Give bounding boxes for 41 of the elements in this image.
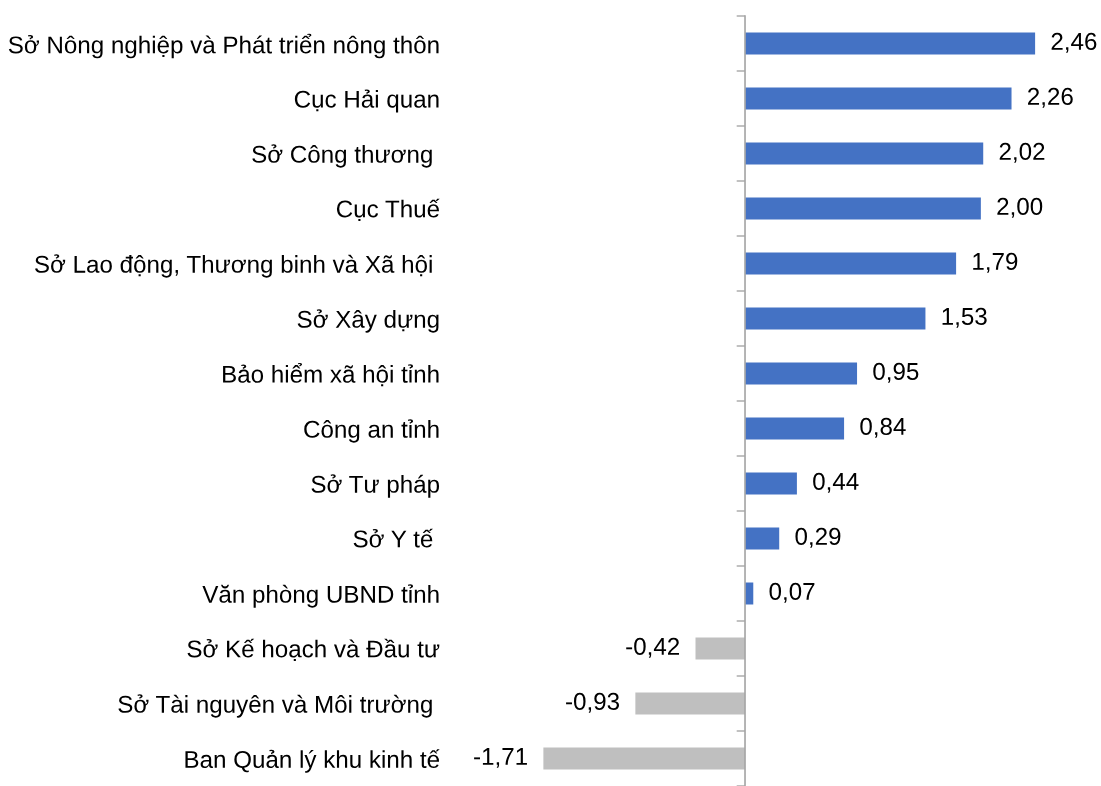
bar — [745, 472, 797, 495]
y-tick-label: Sở Tư pháp — [311, 474, 440, 498]
data-label: 0,84 — [860, 417, 906, 438]
y-tick-label: Sở Lao động, Thương binh và Xã hội — [35, 254, 432, 278]
y-tick-label: Bảo hiểm xã hội tỉnh — [223, 363, 439, 387]
bar — [695, 637, 746, 660]
bar — [543, 747, 746, 770]
y-tick-label: Sở Công thương — [252, 144, 432, 168]
data-label: 2,26 — [1028, 87, 1073, 108]
bar — [745, 362, 858, 385]
y-tick-label: Ban Quản lý khu kinh tế — [185, 749, 440, 773]
bar — [745, 417, 845, 440]
bar — [745, 252, 957, 275]
y-tick-label: Sở Kế hoạch và Đầu tư — [187, 638, 440, 661]
data-label: 1,79 — [973, 252, 1018, 273]
data-label: 0,95 — [873, 362, 919, 383]
y-tick-label: Công an tỉnh — [304, 419, 439, 443]
y-tick-label: Cục Thuế — [336, 198, 440, 221]
data-label: 2,46 — [1051, 32, 1097, 53]
y-tick-label: Cục Hải quan — [294, 89, 439, 113]
bar — [745, 32, 1036, 55]
data-label: 0,44 — [813, 472, 859, 493]
data-label: -0,42 — [626, 637, 680, 658]
y-tick-label: Sở Y tế — [353, 528, 433, 548]
data-label: 1,53 — [942, 307, 987, 328]
y-tick-label: Văn phòng UBND tỉnh — [202, 584, 439, 608]
data-label: 0,07 — [769, 582, 815, 603]
data-label: 2,00 — [997, 197, 1043, 218]
y-tick-label: Sở Tài nguyên và Môi trường — [118, 694, 432, 718]
bar — [745, 87, 1012, 110]
bar — [745, 307, 926, 330]
bar — [745, 197, 981, 220]
data-label: -1,71 — [474, 748, 527, 768]
bar — [635, 692, 746, 715]
data-label: 2,02 — [999, 142, 1045, 163]
data-label: 0,29 — [795, 527, 841, 548]
data-label: -0,93 — [566, 692, 620, 713]
y-tick-label: Sở Nông nghiệp và Phát triển nông thôn — [8, 33, 439, 59]
bar — [745, 142, 984, 165]
y-tick-label: Sở Xây dựng — [297, 309, 439, 333]
bar — [745, 527, 780, 550]
